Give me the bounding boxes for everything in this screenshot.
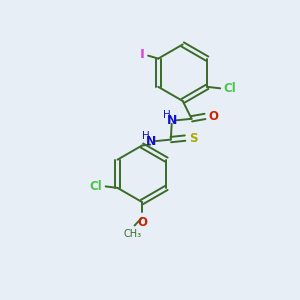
Text: Cl: Cl [223, 82, 236, 95]
Text: N: N [146, 135, 156, 148]
Text: I: I [140, 48, 144, 61]
Text: Cl: Cl [89, 180, 102, 193]
Text: S: S [189, 132, 197, 145]
Text: CH₃: CH₃ [123, 230, 142, 239]
Text: H: H [164, 110, 171, 120]
Text: H: H [142, 131, 150, 141]
Text: O: O [137, 216, 147, 229]
Text: N: N [167, 114, 178, 127]
Text: O: O [209, 110, 219, 123]
